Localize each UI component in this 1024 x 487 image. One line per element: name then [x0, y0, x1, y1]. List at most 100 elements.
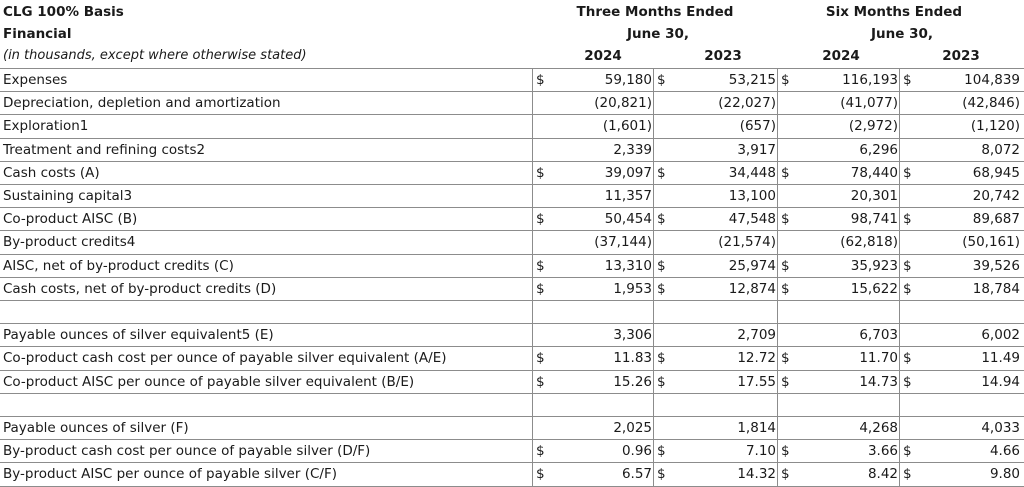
cell-value: (1,120): [970, 118, 1020, 134]
currency-symbol: $: [536, 72, 545, 88]
currency-symbol: $: [781, 374, 790, 390]
cell-value: (41,077): [840, 95, 898, 111]
row-divider: [0, 161, 1024, 162]
cell-value: 11,357: [604, 188, 652, 204]
currency-symbol: $: [781, 72, 790, 88]
currency-symbol: $: [903, 350, 912, 366]
cell-value: 11.83: [613, 350, 652, 366]
cell-value: 6,002: [981, 327, 1020, 343]
row-label: Payable ounces of silver (F): [3, 420, 189, 436]
currency-symbol: $: [657, 72, 666, 88]
row-divider: [0, 207, 1024, 208]
cell-value: 89,687: [972, 211, 1020, 227]
cell-value: 53,215: [728, 72, 776, 88]
currency-symbol: $: [903, 374, 912, 390]
cell-value: 20,742: [972, 188, 1020, 204]
row-divider: [0, 393, 1024, 394]
row-label: Depreciation, depletion and amortization: [3, 95, 281, 111]
cell-value: 47,548: [728, 211, 776, 227]
cell-value: 6.57: [621, 466, 652, 482]
currency-symbol: $: [657, 466, 666, 482]
currency-symbol: $: [657, 211, 666, 227]
cell-value: (21,574): [718, 234, 776, 250]
cell-value: 12.72: [737, 350, 776, 366]
column-divider: [777, 68, 778, 486]
currency-symbol: $: [781, 350, 790, 366]
cell-value: (62,818): [840, 234, 898, 250]
column-divider: [653, 68, 654, 486]
currency-symbol: $: [536, 281, 545, 297]
cell-value: 14.32: [737, 466, 776, 482]
cell-value: [788, 394, 898, 416]
cell-value: 39,526: [972, 258, 1020, 274]
cell-value: 4.66: [989, 443, 1020, 459]
row-label: By-product cash cost per ounce of payabl…: [3, 443, 371, 459]
cell-value: 13,310: [604, 258, 652, 274]
currency-symbol: $: [657, 443, 666, 459]
cell-value: 104,839: [964, 72, 1020, 88]
row-label: Co-product AISC (B): [3, 211, 138, 227]
currency-symbol: $: [903, 466, 912, 482]
currency-symbol: $: [903, 443, 912, 459]
cell-value: [666, 394, 776, 416]
row-label: Payable ounces of silver equivalent5 (E): [3, 327, 274, 343]
currency-symbol: $: [781, 443, 790, 459]
row-label: Cash costs, net of by-product credits (D…: [3, 281, 277, 297]
cell-value: (22,027): [718, 95, 776, 111]
cell-value: 68,945: [972, 165, 1020, 181]
currency-symbol: $: [903, 281, 912, 297]
three-months-date: June 30,: [627, 26, 690, 42]
cell-value: 50,454: [604, 211, 652, 227]
cell-value: 2,709: [737, 327, 776, 343]
row-label: AISC, net of by-product credits (C): [3, 258, 234, 274]
cell-value: 18,784: [972, 281, 1020, 297]
row-label: By-product AISC per ounce of payable sil…: [3, 466, 337, 482]
six-months-header: Six Months Ended: [825, 4, 963, 20]
cell-value: 25,974: [728, 258, 776, 274]
cell-value: 6,703: [859, 327, 898, 343]
year-header-2: 2023: [704, 48, 742, 64]
currency-symbol: $: [903, 258, 912, 274]
row-divider: [0, 462, 1024, 463]
currency-symbol: $: [781, 165, 790, 181]
row-label: Cash costs (A): [3, 165, 100, 181]
currency-symbol: $: [781, 281, 790, 297]
cell-value: 6,296: [859, 142, 898, 158]
row-divider: [0, 370, 1024, 371]
cell-value: 12,874: [728, 281, 776, 297]
currency-symbol: $: [536, 165, 545, 181]
cell-value: 14.94: [981, 374, 1020, 390]
cell-value: 13,100: [728, 188, 776, 204]
cell-value: [910, 394, 1020, 416]
cell-value: 116,193: [842, 72, 898, 88]
cell-value: 3.66: [867, 443, 898, 459]
row-divider: [0, 114, 1024, 115]
row-divider: [0, 138, 1024, 139]
cell-value: (20,821): [594, 95, 652, 111]
currency-symbol: $: [536, 466, 545, 482]
currency-symbol: $: [536, 443, 545, 459]
cell-value: 20,301: [850, 188, 898, 204]
cell-value: 11.70: [859, 350, 898, 366]
row-label: By-product credits4: [3, 234, 136, 250]
cell-value: 39,097: [604, 165, 652, 181]
currency-symbol: $: [657, 374, 666, 390]
cell-value: 3,917: [737, 142, 776, 158]
cell-value: 8.42: [867, 466, 898, 482]
cell-value: 98,741: [850, 211, 898, 227]
currency-symbol: $: [781, 211, 790, 227]
cell-value: 9.80: [989, 466, 1020, 482]
year-header-3: 2024: [822, 48, 860, 64]
row-divider: [0, 230, 1024, 231]
cell-value: 2,025: [613, 420, 652, 436]
row-divider: [0, 91, 1024, 92]
six-months-date: June 30,: [871, 26, 934, 42]
cell-value: (1,601): [602, 118, 652, 134]
cell-value: (42,846): [962, 95, 1020, 111]
currency-symbol: $: [903, 211, 912, 227]
cell-value: [542, 394, 652, 416]
three-months-header: Three Months Ended: [576, 4, 734, 20]
cell-value: 17.55: [737, 374, 776, 390]
table-subtitle: Financial: [3, 26, 72, 42]
